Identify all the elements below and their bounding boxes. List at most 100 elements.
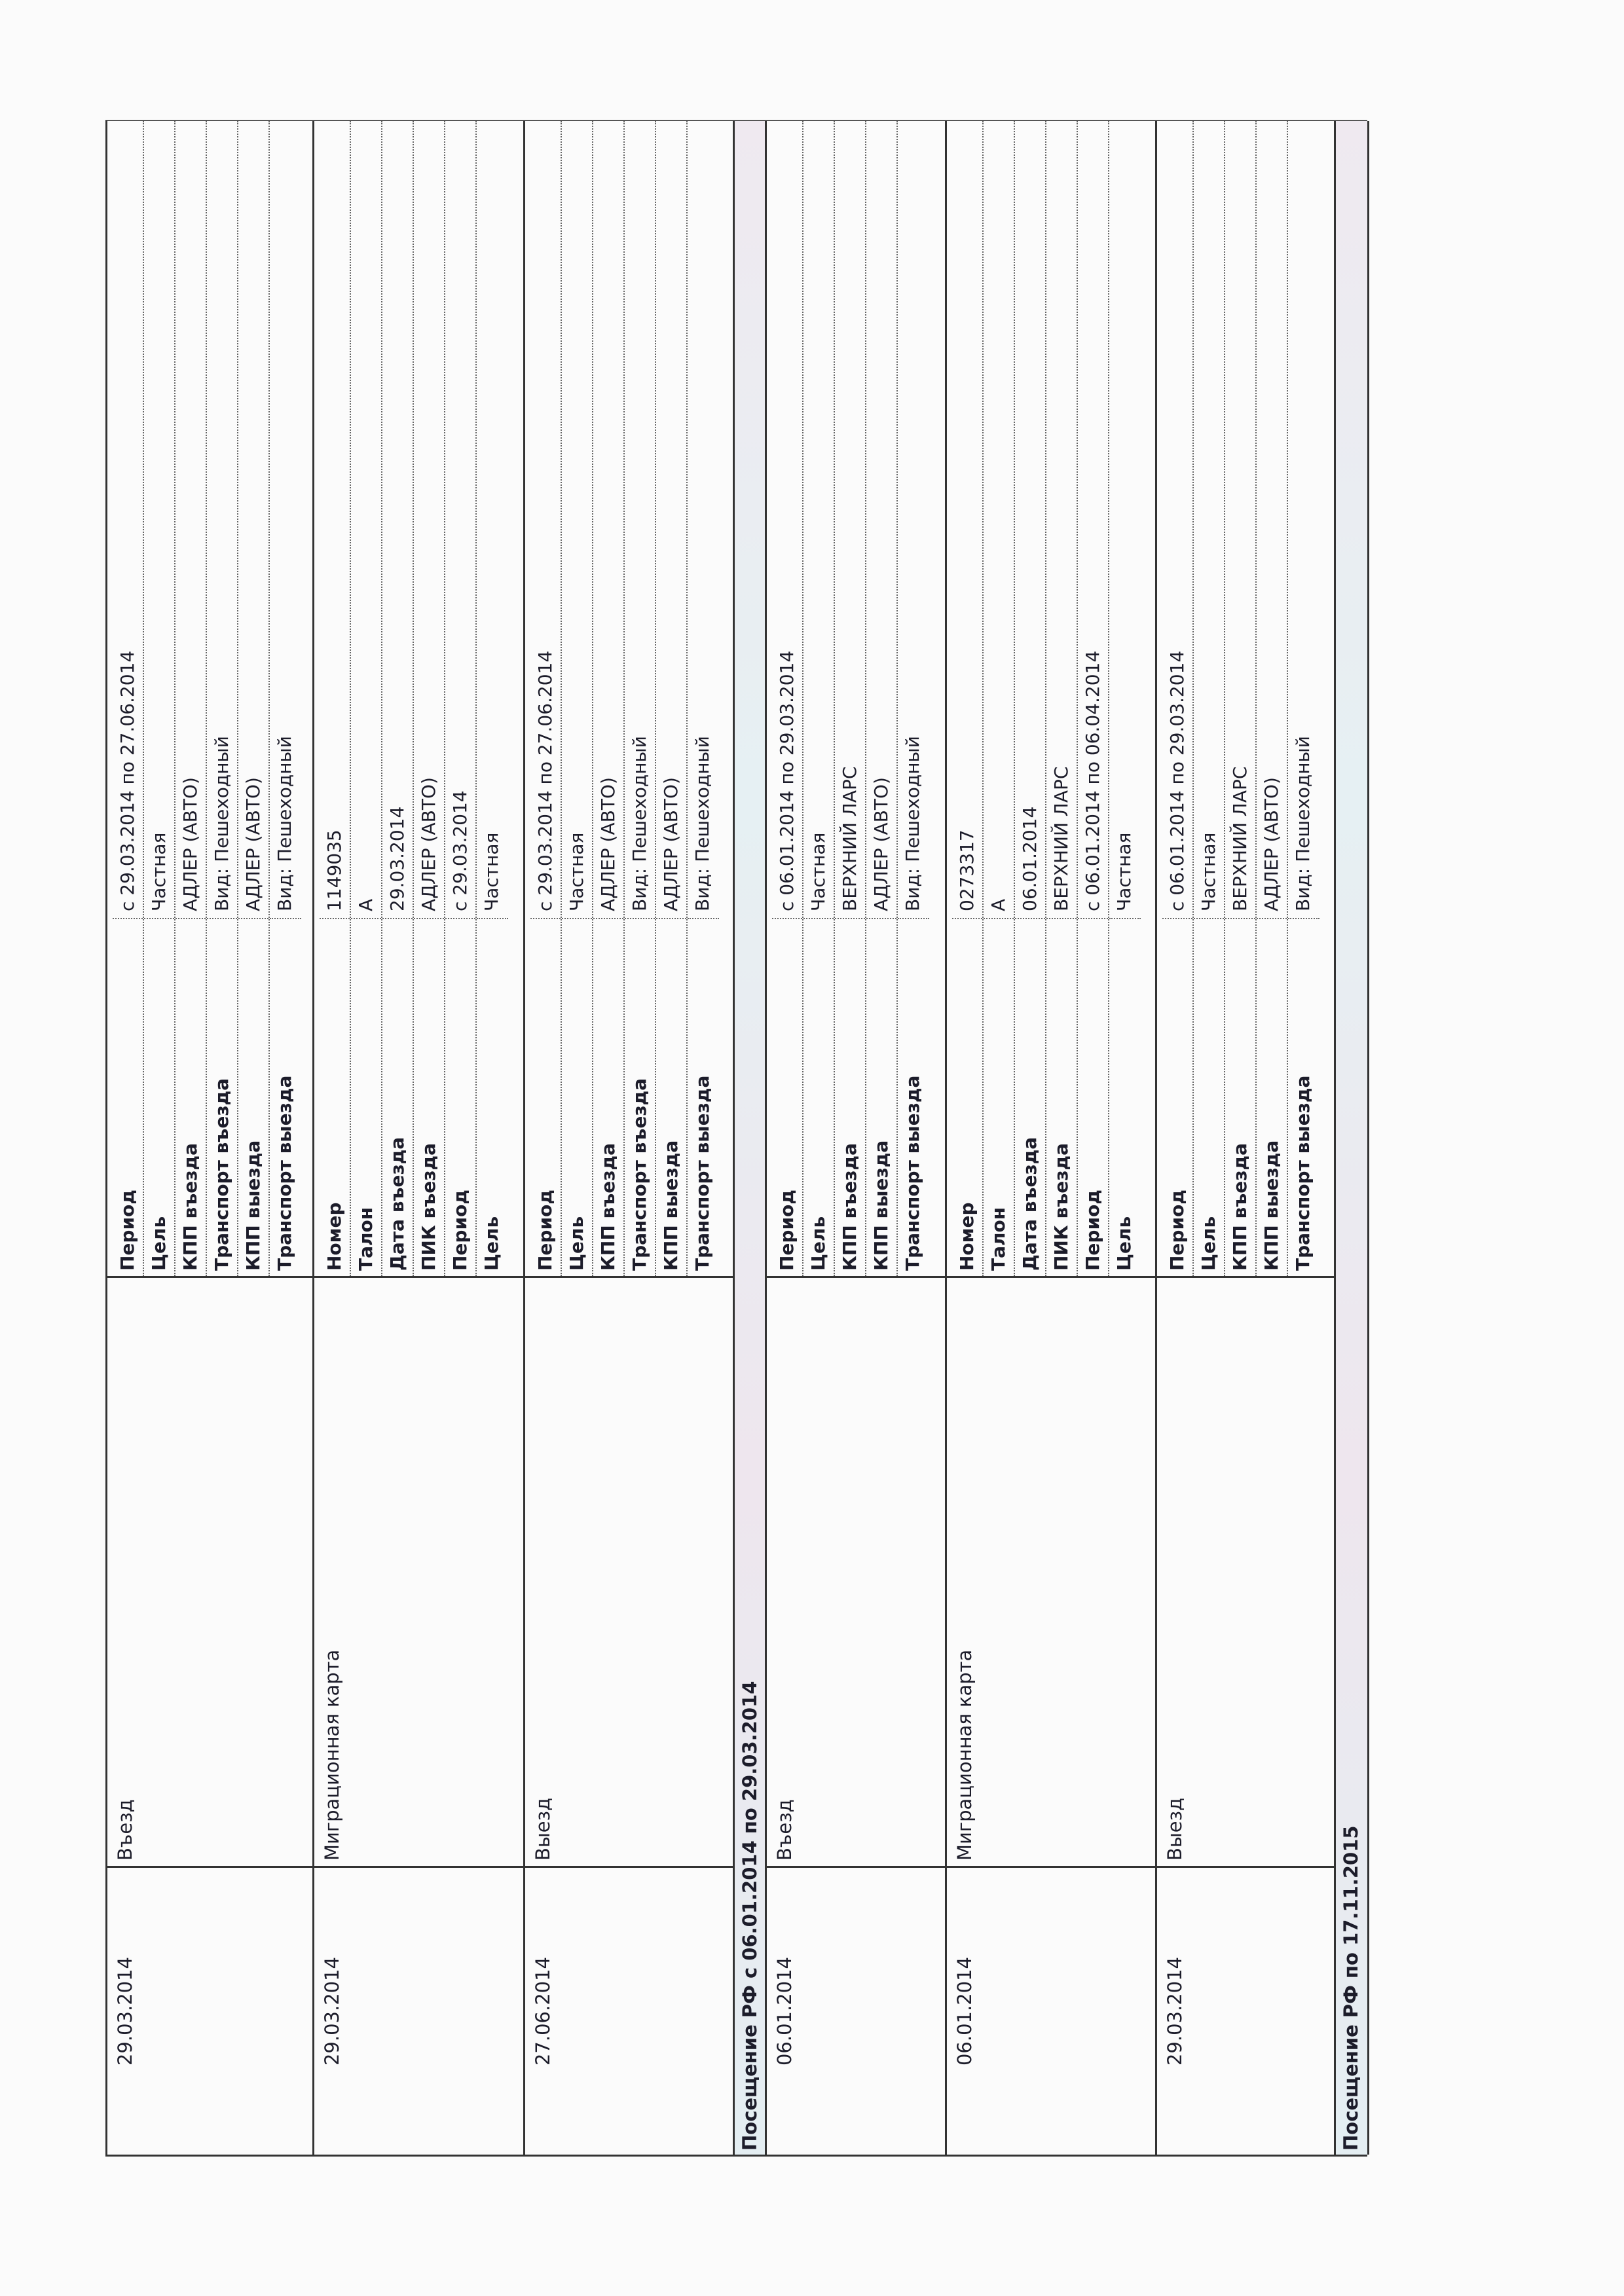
field-value: с 06.01.2014 по 29.03.2014 xyxy=(1166,650,1188,911)
field-label: Талон xyxy=(984,918,1014,1276)
field-row: Транспорт выезда Вид: Пешеходный xyxy=(1288,121,1320,1276)
field-value: ВЕРХНИЙ ЛАРС xyxy=(1229,766,1251,911)
field-label: КПП выезда xyxy=(238,918,268,1276)
record-type: Выезд xyxy=(525,1276,733,1866)
field-label: Дата въезда xyxy=(1015,918,1045,1276)
field-label: Транспорт выезда xyxy=(270,918,301,1276)
field-value: Частная xyxy=(481,832,502,911)
record-fields: Период с 06.01.2014 по 29.03.2014 Цель Част… xyxy=(767,121,945,1276)
field-label: КПП въезда xyxy=(593,918,623,1276)
field-value: с 29.03.2014 по 27.06.2014 xyxy=(117,650,138,911)
field-row: Дата въезда 29.03.2014 xyxy=(382,121,414,1276)
field-row: ПИК въезда АДЛЕР (АВТО) xyxy=(414,121,445,1276)
record-type: Миграционная карта xyxy=(314,1276,523,1866)
field-value: ВЕРХНИЙ ЛАРС xyxy=(839,766,860,911)
field-label: Цель xyxy=(144,918,174,1276)
field-row: Период с 06.01.2014 по 29.03.2014 xyxy=(772,121,803,1276)
field-value: Вид: Пешеходный xyxy=(902,736,923,911)
section-header: Посещение РФ с 06.01.2014 по 29.03.2014 xyxy=(735,121,767,2155)
field-row: Цель Частная xyxy=(144,121,175,1276)
field-row: КПП выезда АДЛЕР (АВТО) xyxy=(238,121,270,1276)
field-value: 06.01.2014 xyxy=(1019,806,1041,911)
field-value: с 06.01.2014 по 29.03.2014 xyxy=(776,650,798,911)
field-row: КПП въезда ВЕРХНИЙ ЛАРС xyxy=(835,121,866,1276)
record-group: 06.01.2014 Въезд Период с 06.01.2014 по 29.… xyxy=(767,121,947,2155)
field-value: АДЛЕР (АВТО) xyxy=(242,777,264,911)
field-label: Цель xyxy=(803,918,834,1276)
field-value: Частная xyxy=(148,832,170,911)
field-value: АДЛЕР (АВТО) xyxy=(1261,777,1282,911)
field-value: Частная xyxy=(807,832,829,911)
record-fields: Период с 06.01.2014 по 29.03.2014 Цель Част… xyxy=(1157,121,1334,1276)
field-label: КПП въезда xyxy=(1225,918,1255,1276)
field-value: 29.03.2014 xyxy=(386,806,408,911)
field-value: Частная xyxy=(566,832,587,911)
record-fields: Номер 1149035 Талон А Дата въезда 29.03.2014 П… xyxy=(314,121,523,1276)
field-row: Период с 06.01.2014 по 06.04.2014 xyxy=(1078,121,1109,1276)
record-date: 27.06.2014 xyxy=(525,1866,733,2155)
record-type: Выезд xyxy=(1157,1276,1334,1866)
field-label: Транспорт въезда xyxy=(207,918,237,1276)
field-value: АДЛЕР (АВТО) xyxy=(597,777,619,911)
field-row: Транспорт выезда Вид: Пешеходный xyxy=(688,121,719,1276)
record-group: 06.01.2014 Миграционная карта Номер 0273317… xyxy=(947,121,1157,2155)
field-row: ПИК въезда ВЕРХНИЙ ЛАРС xyxy=(1046,121,1078,1276)
record-group: 29.03.2014 Миграционная карта Номер 1149035… xyxy=(314,121,525,2155)
field-value: 1149035 xyxy=(323,829,345,911)
field-value: Вид: Пешеходный xyxy=(692,736,713,911)
field-row: Транспорт въезда Вид: Пешеходный xyxy=(207,121,238,1276)
field-row: КПП выезда АДЛЕР (АВТО) xyxy=(866,121,898,1276)
field-row: КПП въезда АДЛЕР (АВТО) xyxy=(175,121,207,1276)
record-type: Въезд xyxy=(107,1276,312,1866)
field-value: АДЛЕР (АВТО) xyxy=(660,777,682,911)
field-label: Транспорт выезда xyxy=(688,918,719,1276)
field-label: Период xyxy=(113,918,143,1276)
record-fields: Период с 29.03.2014 по 27.06.2014 Цель Част… xyxy=(107,121,312,1276)
field-label: Цель xyxy=(1109,918,1141,1276)
field-row: КПП выезда АДЛЕР (АВТО) xyxy=(1257,121,1288,1276)
field-label: Транспорт выезда xyxy=(1288,918,1320,1276)
field-label: Цель xyxy=(562,918,592,1276)
field-row: Период с 29.03.2014 xyxy=(445,121,477,1276)
field-row: КПП въезда АДЛЕР (АВТО) xyxy=(593,121,625,1276)
field-label: Талон xyxy=(351,918,381,1276)
field-value: Вид: Пешеходный xyxy=(274,736,295,911)
field-label: Период xyxy=(772,918,802,1276)
record-date: 29.03.2014 xyxy=(314,1866,523,2155)
field-label: Период xyxy=(1078,918,1108,1276)
record-type: Въезд xyxy=(767,1276,945,1866)
field-row: Талон А xyxy=(984,121,1015,1276)
field-row: Период с 29.03.2014 по 27.06.2014 xyxy=(530,121,562,1276)
field-label: Период xyxy=(1162,918,1192,1276)
field-row: Номер 1149035 xyxy=(320,121,351,1276)
record-date: 29.03.2014 xyxy=(1157,1866,1334,2155)
record-fields: Период с 29.03.2014 по 27.06.2014 Цель Част… xyxy=(525,121,733,1276)
field-row: Транспорт въезда Вид: Пешеходный xyxy=(625,121,656,1276)
field-row: КПП выезда АДЛЕР (АВТО) xyxy=(656,121,688,1276)
field-row: Цель Частная xyxy=(803,121,835,1276)
field-value: с 29.03.2014 xyxy=(449,790,471,911)
field-row: Цель Частная xyxy=(562,121,593,1276)
field-label: Цель xyxy=(1194,918,1224,1276)
field-label: Номер xyxy=(320,918,350,1276)
record-date: 06.01.2014 xyxy=(767,1866,945,2155)
field-value: Частная xyxy=(1198,832,1219,911)
field-row: Номер 0273317 xyxy=(952,121,984,1276)
field-value: Вид: Пешеходный xyxy=(1292,736,1314,911)
visits-table: 29.03.2014 Въезд Период с 29.03.2014 по 27.… xyxy=(105,120,1369,2157)
record-type: Миграционная карта xyxy=(947,1276,1155,1866)
field-value: ВЕРХНИЙ ЛАРС xyxy=(1050,766,1072,911)
field-label: Цель xyxy=(477,918,508,1276)
record-date: 29.03.2014 xyxy=(107,1866,312,2155)
field-value: с 06.01.2014 по 06.04.2014 xyxy=(1082,650,1103,911)
field-label: Период xyxy=(530,918,561,1276)
field-row: Транспорт выезда Вид: Пешеходный xyxy=(898,121,929,1276)
field-value: с 29.03.2014 по 27.06.2014 xyxy=(534,650,556,911)
field-label: ПИК въезда xyxy=(414,918,444,1276)
field-label: Транспорт въезда xyxy=(625,918,655,1276)
field-value: Вид: Пешеходный xyxy=(629,736,650,911)
field-label: Номер xyxy=(952,918,982,1276)
field-label: Транспорт выезда xyxy=(898,918,929,1276)
record-group: 27.06.2014 Выезд Период с 29.03.2014 по 27.… xyxy=(525,121,735,2155)
field-value: Вид: Пешеходный xyxy=(211,736,232,911)
